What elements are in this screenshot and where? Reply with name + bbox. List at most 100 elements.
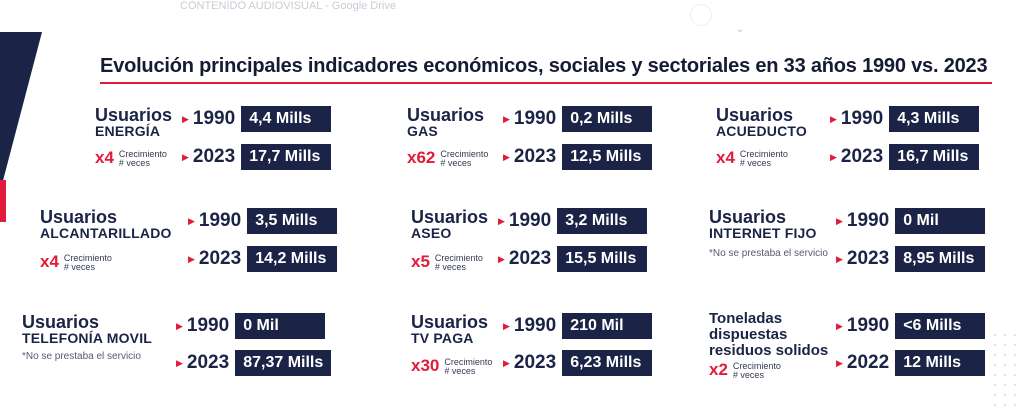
year-label: 1990 [508,210,552,231]
growth-indicator: x62 Crecimiento # veces [407,148,488,169]
year-label: 2023 [198,248,242,269]
arrow-right-icon: ▶ [503,320,510,331]
growth-label-line-1: Crecimiento [440,149,489,159]
arrow-right-icon: ▶ [830,151,837,162]
row-2023: ▶ 2023 14,2 Mills [188,246,338,272]
decorative-navy-shape [0,32,42,192]
year-label: 1990 [513,315,557,336]
indicator-name: Usuarios TELEFONÍA MOVIL [22,313,152,346]
year-label: 1990 [846,315,890,336]
value-box: 0 Mil [895,208,986,234]
growth-label: Crecimiento # veces [63,253,112,273]
row-2023: ▶ 2023 15,5 Mills [498,246,648,272]
growth-label-line-2: # veces [434,262,466,273]
value-box: 15,5 Mills [557,246,648,272]
growth-indicator: x4 Crecimiento # veces [95,148,167,169]
growth-label-line-1: Crecimiento [444,357,493,367]
indicator-name: Usuarios INTERNET FIJO [709,208,817,241]
growth-label: Crecimiento # veces [444,357,493,377]
indicator-name: Usuarios GAS [407,106,484,139]
row-1990: ▶ 1990 0,2 Mills [503,106,653,132]
value-box: 12,5 Mills [562,144,653,170]
decorative-dot-grid [990,330,1020,410]
growth-multiplier: x30 [411,356,440,375]
row-1990: ▶ 1990 4,4 Mills [182,106,332,132]
growth-indicator: x30 Crecimiento # veces [411,356,492,377]
growth-indicator: x5 Crecimiento # veces [411,252,483,273]
value-box: 4,4 Mills [241,106,332,132]
indicator-name-sub: ENERGÍA [95,123,161,140]
value-box: 12 Mills [895,350,986,376]
indicator-name-sub: TV PAGA [411,330,474,347]
indicator-name: Usuarios ENERGÍA [95,106,172,139]
arrow-right-icon: ▶ [836,320,843,331]
year-label: 2023 [513,146,557,167]
indicator-name-main: Usuarios [407,105,485,125]
growth-label-line-1: Crecimiento [63,253,112,263]
row-1990: ▶ 1990 3,5 Mills [188,208,338,234]
row-1990: ▶ 1990 <6 Mills [836,313,986,339]
value-box: 17,7 Mills [241,144,332,170]
value-box: 0,2 Mills [562,106,653,132]
arrow-right-icon: ▶ [503,151,510,162]
arrow-right-icon: ▶ [498,253,505,264]
growth-label: Crecimiento # veces [739,149,788,169]
growth-multiplier: x4 [95,148,114,167]
indicator-name-main: Usuarios [716,105,794,125]
chevron-down-icon: ⌄ [736,24,745,35]
indicator-name-main: Usuarios [411,312,489,332]
arrow-right-icon: ▶ [836,357,843,368]
row-1990: ▶ 1990 0 Mil [836,208,986,234]
growth-label-line-2: # veces [63,262,95,273]
growth-label-line-1: Crecimiento [118,149,167,159]
value-box: 3,5 Mills [247,208,338,234]
indicator-name-main: Usuarios [40,207,118,227]
growth-label-line-1: Crecimiento [434,253,483,263]
growth-indicator: x4 Crecimiento # veces [716,148,788,169]
infographic-title: Evolución principales indicadores económ… [100,55,988,77]
value-box: 6,23 Mills [562,350,653,376]
value-box: 87,37 Mills [235,350,332,376]
growth-label: Crecimiento # veces [732,361,781,381]
growth-label-line-2: # veces [732,370,764,381]
growth-label: Crecimiento # veces [440,149,489,169]
arrow-right-icon: ▶ [182,151,189,162]
arrow-right-icon: ▶ [176,320,183,331]
arrow-right-icon: ▶ [188,215,195,226]
indicator-name-sub: ASEO [411,225,452,242]
value-box: 14,2 Mills [247,246,338,272]
row-2022: ▶ 2022 12 Mills [836,350,986,376]
year-label: 1990 [513,108,557,129]
growth-multiplier: x2 [709,360,728,379]
indicator-name-sub: GAS [407,123,438,140]
indicator-name: Usuarios ALCANTARILLADO [40,208,172,241]
arrow-right-icon: ▶ [830,113,837,124]
row-2023: ▶ 2023 17,7 Mills [182,144,332,170]
indicator-name-main: Usuarios [709,207,787,227]
year-label: 2023 [513,352,557,373]
arrow-right-icon: ▶ [503,113,510,124]
indicator-name: Usuarios ACUEDUCTO [716,106,807,139]
title-underline [100,82,992,84]
arrow-right-icon: ▶ [498,215,505,226]
growth-label-line-1: Crecimiento [739,149,788,159]
decorative-red-bar [0,180,6,222]
year-label: 2023 [186,352,230,373]
year-label: 1990 [846,210,890,231]
growth-label: Crecimiento # veces [434,253,483,273]
growth-label-line-1: Crecimiento [732,361,781,371]
value-box: <6 Mills [895,313,986,339]
growth-label-line-2: # veces [739,158,771,169]
value-box: 3,2 Mills [557,208,648,234]
row-2023: ▶ 2023 12,5 Mills [503,144,653,170]
arrow-right-icon: ▶ [503,357,510,368]
growth-multiplier: x5 [411,252,430,271]
arrow-right-icon: ▶ [182,113,189,124]
year-label: 1990 [192,108,236,129]
service-note: *No se prestaba el servicio [22,351,141,362]
indicator-name-sub: INTERNET FIJO [709,225,817,242]
year-label: 2023 [846,248,890,269]
row-1990: ▶ 1990 0 Mil [176,313,326,339]
year-label: 2023 [192,146,236,167]
arrow-right-icon: ▶ [836,215,843,226]
